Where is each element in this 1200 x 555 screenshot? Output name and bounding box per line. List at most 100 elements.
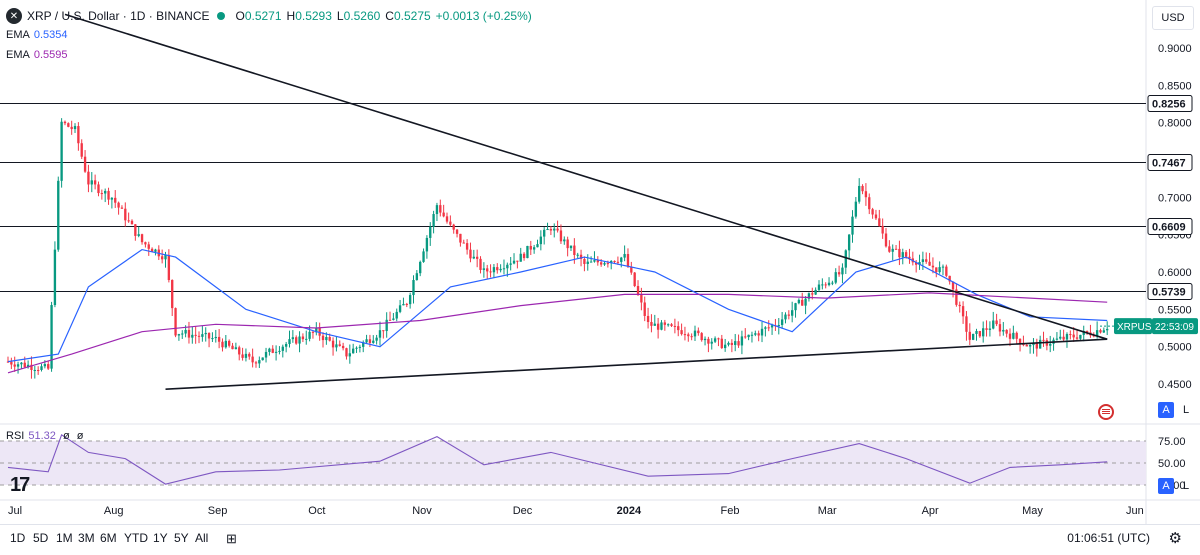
candle-body[interactable]: [563, 239, 566, 242]
candle-body[interactable]: [164, 254, 167, 260]
candle-body[interactable]: [120, 207, 124, 209]
candle-body[interactable]: [579, 254, 583, 259]
candle-body[interactable]: [318, 327, 321, 336]
candle-body[interactable]: [811, 293, 814, 295]
range-1d[interactable]: 1D: [10, 531, 26, 545]
candle-body[interactable]: [978, 331, 982, 337]
candle-body[interactable]: [402, 303, 405, 306]
candle-body[interactable]: [1018, 338, 1022, 345]
candle-body[interactable]: [884, 233, 888, 247]
rsi-auto-scale-button[interactable]: A: [1158, 478, 1174, 494]
candle-body[interactable]: [482, 268, 486, 270]
candle-body[interactable]: [509, 263, 512, 265]
candle-body[interactable]: [130, 220, 134, 225]
candle-body[interactable]: [971, 333, 975, 340]
rsi-legend[interactable]: RSI 51.32 ø ø: [6, 430, 84, 442]
candle-body[interactable]: [697, 330, 700, 334]
candle-body[interactable]: [472, 256, 475, 259]
candle-body[interactable]: [455, 229, 459, 234]
candle-body[interactable]: [526, 245, 529, 259]
candle-body[interactable]: [171, 280, 174, 309]
candle-body[interactable]: [791, 310, 794, 316]
candle-body[interactable]: [415, 273, 419, 281]
candle-body[interactable]: [965, 316, 968, 332]
candle-body[interactable]: [710, 341, 713, 344]
candle-body[interactable]: [439, 205, 442, 213]
candle-body[interactable]: [797, 299, 801, 304]
candle-body[interactable]: [1015, 332, 1018, 339]
candle-body[interactable]: [23, 362, 26, 368]
candle-body[interactable]: [921, 259, 925, 263]
range-1m[interactable]: 1M: [56, 531, 73, 545]
candle-body[interactable]: [425, 237, 429, 252]
candle-body[interactable]: [432, 214, 435, 227]
ema-slow-legend[interactable]: EMA 0.5595: [6, 49, 68, 61]
candle-body[interactable]: [355, 347, 358, 349]
candle-body[interactable]: [549, 229, 553, 231]
candle-body[interactable]: [378, 330, 382, 338]
candle-body[interactable]: [807, 293, 811, 299]
candle-body[interactable]: [1032, 343, 1035, 346]
candle-body[interactable]: [197, 335, 201, 337]
candle-body[interactable]: [539, 236, 543, 245]
candle-body[interactable]: [770, 325, 774, 328]
candle-body[interactable]: [181, 333, 184, 335]
candle-body[interactable]: [221, 341, 224, 348]
candle-body[interactable]: [847, 234, 851, 251]
candle-body[interactable]: [593, 260, 596, 262]
candle-body[interactable]: [16, 364, 20, 367]
candle-body[interactable]: [20, 362, 23, 365]
candle-body[interactable]: [878, 218, 881, 226]
candle-body[interactable]: [268, 348, 271, 352]
candle-body[interactable]: [643, 302, 646, 316]
candle-body[interactable]: [6, 361, 10, 363]
candle-body[interactable]: [301, 336, 305, 340]
candle-body[interactable]: [868, 197, 871, 210]
candle-body[interactable]: [650, 322, 653, 326]
candle-body[interactable]: [764, 327, 767, 329]
candle-body[interactable]: [506, 264, 509, 269]
candle-body[interactable]: [717, 338, 720, 340]
candle-body[interactable]: [385, 319, 388, 331]
date-range-calendar-icon[interactable]: ⊞: [226, 531, 237, 546]
candle-body[interactable]: [160, 256, 164, 260]
candle-body[interactable]: [1099, 330, 1102, 333]
candle-body[interactable]: [827, 282, 831, 286]
candle-body[interactable]: [1038, 339, 1042, 349]
candle-body[interactable]: [516, 260, 519, 262]
candle-body[interactable]: [284, 344, 288, 347]
candle-body[interactable]: [234, 347, 238, 350]
candle-body[interactable]: [80, 143, 83, 157]
candle-body[interactable]: [140, 234, 144, 243]
candle-body[interactable]: [620, 257, 623, 262]
candle-body[interactable]: [646, 315, 650, 323]
candle-body[interactable]: [744, 336, 747, 338]
log-scale-button[interactable]: L: [1182, 404, 1190, 416]
candle-body[interactable]: [985, 328, 988, 330]
candle-body[interactable]: [375, 337, 378, 341]
candle-body[interactable]: [442, 212, 445, 217]
candle-body[interactable]: [187, 329, 191, 338]
candle-body[interactable]: [543, 229, 546, 237]
candle-body[interactable]: [713, 338, 717, 342]
candle-body[interactable]: [150, 248, 154, 252]
candle-body[interactable]: [341, 345, 345, 349]
candle-body[interactable]: [700, 333, 703, 341]
candle-body[interactable]: [1035, 343, 1038, 349]
candle-body[interactable]: [254, 362, 258, 364]
candle-body[interactable]: [975, 331, 978, 334]
candle-body[interactable]: [914, 262, 918, 265]
candle-body[interactable]: [928, 261, 931, 266]
range-5y[interactable]: 5Y: [174, 531, 189, 545]
candle-body[interactable]: [529, 245, 532, 250]
candle-body[interactable]: [36, 369, 40, 371]
candle-body[interactable]: [93, 180, 97, 185]
candle-body[interactable]: [616, 261, 620, 263]
candle-body[interactable]: [626, 254, 630, 267]
candle-body[interactable]: [489, 271, 492, 273]
candle-body[interactable]: [201, 334, 204, 337]
candle-body[interactable]: [241, 354, 244, 358]
candle-body[interactable]: [663, 322, 667, 325]
candle-body[interactable]: [640, 294, 643, 303]
candle-body[interactable]: [891, 248, 894, 252]
